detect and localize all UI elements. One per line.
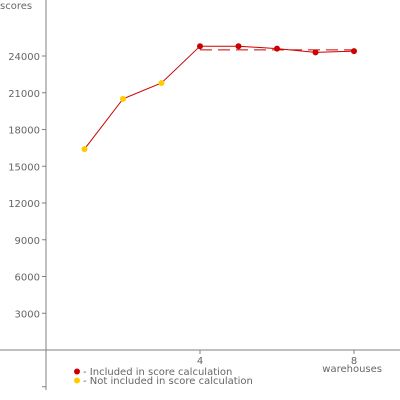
data-point [158,79,165,86]
y-tick-label: 12000 [8,199,40,210]
legend-label: - Not included in score calculation [83,376,253,387]
y-ticks: 3000 6000 9000 12000 15000 18000 21000 24000 [8,52,46,388]
y-tick-label: 15000 [8,162,40,173]
series-line [84,45,355,150]
data-point [312,49,319,56]
y-tick-label: 24000 [8,52,40,63]
data-point [197,43,203,50]
x-tick-label: 8 [351,356,357,367]
y-tick-label: 21000 [8,89,40,100]
axes [0,0,400,390]
x-axis-title: warehouses [322,364,382,375]
legend-marker [74,368,80,375]
data-point [274,45,280,52]
data-point [81,146,88,153]
y-tick-label: 9000 [15,236,40,247]
y-tick-label: 6000 [15,273,40,284]
y-axis-title: scores [0,1,32,12]
legend-label: - Included in score calculation [83,367,232,378]
data-point [120,95,126,102]
y-tick-label: 18000 [8,126,40,137]
y-tick-label: 3000 [15,309,40,320]
data-point [235,43,242,50]
data-point [351,48,357,55]
data-points [81,43,357,153]
legend-marker [74,377,80,384]
legend: - Included in score calculation- Not inc… [74,367,253,387]
x-tick-label: 4 [197,356,203,367]
